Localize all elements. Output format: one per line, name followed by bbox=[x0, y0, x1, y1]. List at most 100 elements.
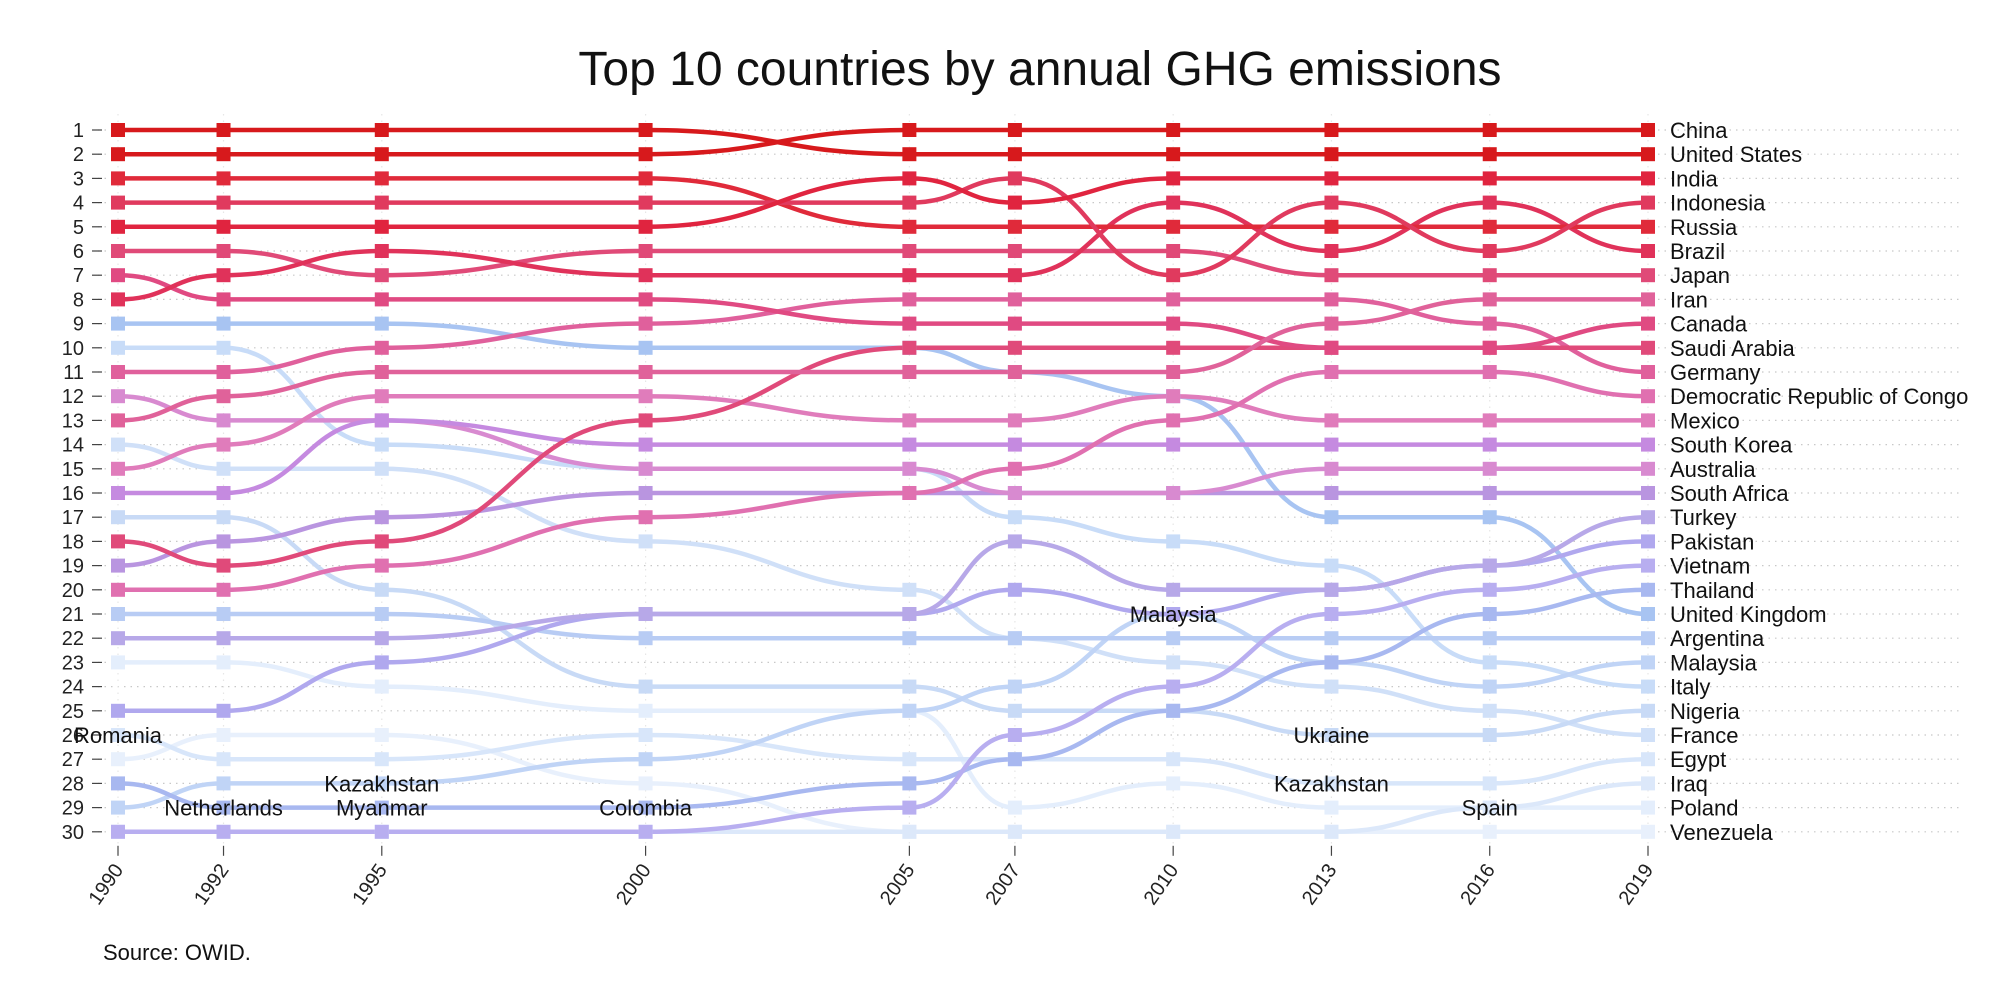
marker-china-1990 bbox=[111, 147, 125, 162]
marker-united-states-2010 bbox=[1166, 147, 1181, 162]
marker-iraq-2013 bbox=[1324, 824, 1339, 839]
marker-canada-2005 bbox=[902, 316, 917, 331]
country-label-france: France bbox=[1670, 723, 1738, 748]
annotation-netherlands-1992: Netherlands bbox=[164, 796, 283, 821]
rank-label-24: 24 bbox=[62, 677, 84, 699]
marker-china-1995 bbox=[374, 147, 389, 162]
marker-india-2007 bbox=[1007, 195, 1022, 210]
annotation-romania-1990: Romania bbox=[74, 723, 163, 748]
marker-turkey-2019 bbox=[1641, 510, 1655, 525]
marker-mexico-2000 bbox=[638, 389, 653, 404]
rank-label-11: 11 bbox=[63, 362, 84, 384]
year-label-2016: 2016 bbox=[1456, 860, 1500, 909]
rank-label-15: 15 bbox=[62, 459, 84, 481]
marker-democratic-republic-of-congo-1990 bbox=[111, 582, 125, 597]
marker-pakistan-2010 bbox=[1166, 607, 1181, 621]
marker-thailand-2013 bbox=[1324, 655, 1339, 670]
country-label-japan: Japan bbox=[1670, 263, 1730, 288]
marker-iran-2000 bbox=[638, 365, 653, 379]
rank-label-9: 9 bbox=[73, 314, 84, 336]
marker-malaysia-1995 bbox=[374, 776, 389, 791]
marker-germany-2007 bbox=[1007, 292, 1022, 307]
marker-united-kingdom-2013 bbox=[1324, 510, 1339, 525]
marker-japan-1990 bbox=[111, 244, 125, 258]
marker-mexico-2019 bbox=[1641, 413, 1655, 428]
marker-democratic-republic-of-congo-2005 bbox=[902, 486, 917, 500]
marker-vietnam-1990 bbox=[111, 824, 125, 839]
marker-poland-2000 bbox=[638, 703, 653, 718]
marker-turkey-1995 bbox=[374, 631, 389, 646]
rank-label-26: 26 bbox=[62, 725, 84, 747]
marker-united-states-2013 bbox=[1324, 147, 1339, 162]
marker-democratic-republic-of-congo-2000 bbox=[638, 510, 653, 525]
rank-label-8: 8 bbox=[73, 289, 84, 311]
marker-indonesia-1992 bbox=[216, 195, 231, 210]
marker-china-2013 bbox=[1324, 123, 1339, 137]
year-label-1995: 1995 bbox=[348, 860, 392, 909]
marker-china-2010 bbox=[1166, 123, 1181, 137]
marker-vietnam-2005 bbox=[902, 800, 917, 815]
marker-south-africa-1990 bbox=[111, 558, 125, 573]
marker-south-korea-2016 bbox=[1482, 437, 1497, 452]
marker-united-kingdom-1995 bbox=[374, 316, 389, 331]
series-line-china bbox=[115, 127, 1651, 157]
marker-russia-2010 bbox=[1166, 219, 1181, 234]
country-label-russia: Russia bbox=[1670, 215, 1738, 240]
rank-label-30: 30 bbox=[62, 822, 84, 844]
marker-turkey-2016 bbox=[1482, 558, 1497, 573]
rank-label-14: 14 bbox=[62, 435, 84, 457]
marker-poland-1992 bbox=[216, 655, 231, 670]
marker-australia-2013 bbox=[1324, 461, 1339, 476]
marker-egypt-1990 bbox=[111, 728, 125, 742]
marker-canada-2007 bbox=[1007, 316, 1022, 331]
rank-label-22: 22 bbox=[62, 628, 84, 650]
marker-turkey-1990 bbox=[111, 631, 125, 646]
annotation-myanmar-1995: Myanmar bbox=[336, 796, 428, 821]
marker-poland-2010 bbox=[1166, 776, 1181, 791]
country-label-india: India bbox=[1670, 166, 1718, 191]
marker-indonesia-2007 bbox=[1007, 171, 1022, 186]
marker-malaysia-2007 bbox=[1007, 679, 1022, 694]
marker-china-2016 bbox=[1482, 123, 1497, 137]
country-label-china: China bbox=[1670, 118, 1728, 143]
marker-japan-2013 bbox=[1324, 268, 1339, 283]
marker-france-1990 bbox=[111, 437, 125, 452]
source-note: Source: OWID. bbox=[103, 940, 251, 965]
marker-germany-2000 bbox=[638, 316, 653, 331]
marker-democratic-republic-of-congo-1992 bbox=[216, 582, 231, 597]
year-axis: 1990 1992 1995 2000 2005 2007 2010 2013 2016 2019 bbox=[85, 845, 1658, 909]
series-line-united-states bbox=[115, 127, 1651, 157]
marker-germany-2016 bbox=[1482, 316, 1497, 331]
marker-iran-2010 bbox=[1166, 365, 1181, 379]
marker-egypt-2005 bbox=[902, 752, 917, 767]
marker-saudi-arabia-1990 bbox=[111, 534, 125, 549]
marker-italy-2013 bbox=[1324, 558, 1339, 573]
marker-saudi-arabia-2010 bbox=[1166, 340, 1181, 355]
marker-france-2016 bbox=[1482, 703, 1497, 718]
marker-france-1992 bbox=[216, 461, 231, 476]
country-label-turkey: Turkey bbox=[1670, 505, 1736, 530]
annotation-kazakhstan-1995: Kazakhstan bbox=[324, 771, 439, 796]
marker-poland-1990 bbox=[111, 655, 125, 670]
marker-venezuela-2019 bbox=[1641, 824, 1655, 839]
marker-iran-2005 bbox=[902, 365, 917, 379]
marker-turkey-2013 bbox=[1324, 582, 1339, 597]
marker-pakistan-2019 bbox=[1641, 534, 1655, 549]
rank-axis: 1234567891011121314151617181920212223242… bbox=[62, 120, 102, 844]
series-line-vietnam bbox=[115, 563, 1651, 835]
series-line-malaysia bbox=[115, 611, 1651, 810]
country-label-italy: Italy bbox=[1670, 675, 1710, 700]
marker-australia-2019 bbox=[1641, 461, 1655, 476]
marker-indonesia-1995 bbox=[374, 195, 389, 210]
marker-nigeria-1995 bbox=[374, 582, 389, 597]
marker-russia-2000 bbox=[638, 171, 653, 186]
marker-iraq-2007 bbox=[1007, 824, 1022, 839]
rank-label-2: 2 bbox=[73, 144, 84, 166]
marker-malaysia-2019 bbox=[1641, 655, 1655, 670]
marker-poland-1995 bbox=[374, 679, 389, 694]
marker-iran-1995 bbox=[374, 365, 389, 379]
marker-malaysia-2016 bbox=[1482, 679, 1497, 694]
marker-iran-2013 bbox=[1324, 316, 1339, 331]
marker-iraq-2019 bbox=[1641, 776, 1655, 791]
